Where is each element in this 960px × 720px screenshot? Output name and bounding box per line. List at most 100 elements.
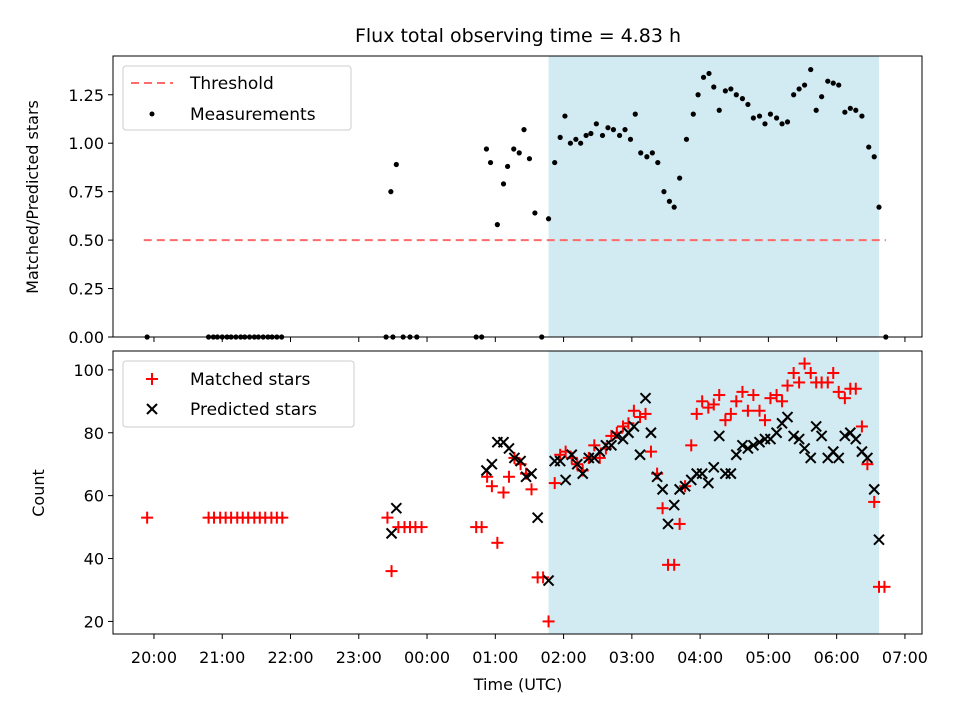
predicted-star-point (861, 452, 874, 464)
measurement-point (516, 150, 522, 156)
measurement-point (627, 136, 634, 142)
matched-star-point (753, 404, 766, 417)
predicted-star-point (486, 458, 498, 470)
measurement-point (666, 198, 673, 204)
measurement-point (638, 150, 644, 156)
predicted-star-point (645, 427, 657, 439)
matched-star-point (832, 385, 845, 398)
predicted-star-point (628, 420, 640, 433)
predicted-star-point (747, 439, 760, 452)
matched-star-point (707, 398, 720, 411)
measurement-point (853, 107, 859, 113)
measurement-point (796, 86, 802, 92)
top-x-ticks (153, 337, 906, 342)
measurement-point (819, 94, 825, 100)
predicted-star-point (611, 430, 623, 442)
predicted-star-point (662, 518, 674, 530)
matched-star-point (627, 404, 640, 417)
predicted-star-point (559, 474, 572, 486)
x-tick-label: 23:00 (336, 648, 382, 667)
measurement-point (532, 210, 538, 216)
x-tick-label: 22:00 (267, 648, 313, 667)
x-tick-label: 04:00 (677, 648, 723, 667)
measurement-point (866, 144, 872, 150)
matched-star-point (741, 404, 754, 417)
bottom-x-ticks: 20:00 21:00 22:00 23:00 00:00 01:00 02:00 03:00… (131, 634, 928, 667)
predicted-star-point (770, 427, 783, 439)
bottom-legend: Matched stars Predicted stars (122, 360, 355, 428)
bottom-highlight-span (548, 351, 879, 634)
measurement-point (677, 175, 683, 181)
matched-star-point (764, 392, 777, 405)
matched-star-point (485, 480, 498, 493)
measurement-point (876, 204, 882, 210)
measurement-point (567, 140, 574, 146)
predicted-star-point (805, 452, 817, 464)
measurement-point (655, 159, 661, 166)
matched-star-point (724, 407, 737, 420)
top-y-tick-label: 1.25 (68, 86, 104, 105)
matched-star-point (787, 367, 800, 380)
matched-star-point (855, 420, 868, 433)
matched-star-point (415, 521, 428, 534)
legend-threshold-label: Threshold (189, 74, 274, 94)
x-tick-label: 02:00 (541, 648, 587, 667)
matched-star-point (713, 389, 726, 402)
x-tick-label: 03:00 (609, 648, 655, 667)
predicted-star-point (781, 411, 794, 423)
matched-star-point (696, 395, 709, 408)
legend-matched-swatch (146, 373, 158, 385)
matched-star-point (525, 483, 538, 496)
measurement-point (616, 132, 623, 139)
measurement-point (388, 189, 394, 195)
measurement-point (605, 125, 611, 131)
measurement-point (505, 163, 511, 170)
matched-star-point (758, 414, 771, 427)
measurement-point (762, 121, 768, 127)
measurement-point (733, 92, 739, 98)
predicted-star-point (868, 483, 880, 496)
matched-star-point (497, 486, 510, 499)
measurement-point (610, 127, 617, 133)
measurement-point (487, 159, 494, 166)
matched-star-point (685, 439, 698, 452)
legend-measurement-label: Measurements (190, 105, 316, 125)
matched-star-point (639, 407, 652, 420)
matched-star-point (141, 511, 154, 524)
predicted-star-point (566, 449, 578, 461)
x-tick-label: 21:00 (199, 648, 245, 667)
matched-star-point (770, 389, 783, 402)
predicted-star-point (554, 455, 566, 467)
predicted-star-point (634, 449, 646, 461)
predicted-star-point (742, 442, 754, 455)
predicted-star-point (713, 430, 725, 442)
predicted-star-point (725, 467, 737, 480)
measurement-point (825, 78, 831, 84)
measurement-point (622, 127, 628, 133)
predicted-star-point (696, 467, 708, 480)
x-tick-label: 01:00 (472, 648, 518, 667)
matched-star-point (849, 382, 862, 395)
predicted-star-point (810, 420, 822, 433)
x-tick-label: 06:00 (814, 648, 860, 667)
matched-star-point (502, 470, 515, 483)
matched-star-point (668, 558, 681, 571)
measurement-point (573, 136, 579, 142)
predicted-star-point (702, 477, 715, 489)
matched-star-point (804, 367, 817, 380)
measurement-point (700, 74, 707, 80)
measurement-point (695, 92, 701, 98)
matched-star-point (821, 376, 834, 389)
matched-star-point (838, 392, 851, 405)
measurement-point (784, 119, 791, 125)
bottom-y-axis-label: Count (29, 469, 48, 517)
measurement-point (588, 130, 594, 137)
measurement-point (750, 115, 756, 121)
predicted-star-point (639, 392, 652, 404)
measurement-point (557, 134, 563, 140)
bottom-y-tick-label: 80 (84, 424, 104, 443)
matched-star-point (878, 580, 891, 593)
measurement-point (842, 109, 848, 115)
matched-star-point (276, 511, 289, 524)
bottom-y-tick-label: 100 (73, 361, 104, 380)
